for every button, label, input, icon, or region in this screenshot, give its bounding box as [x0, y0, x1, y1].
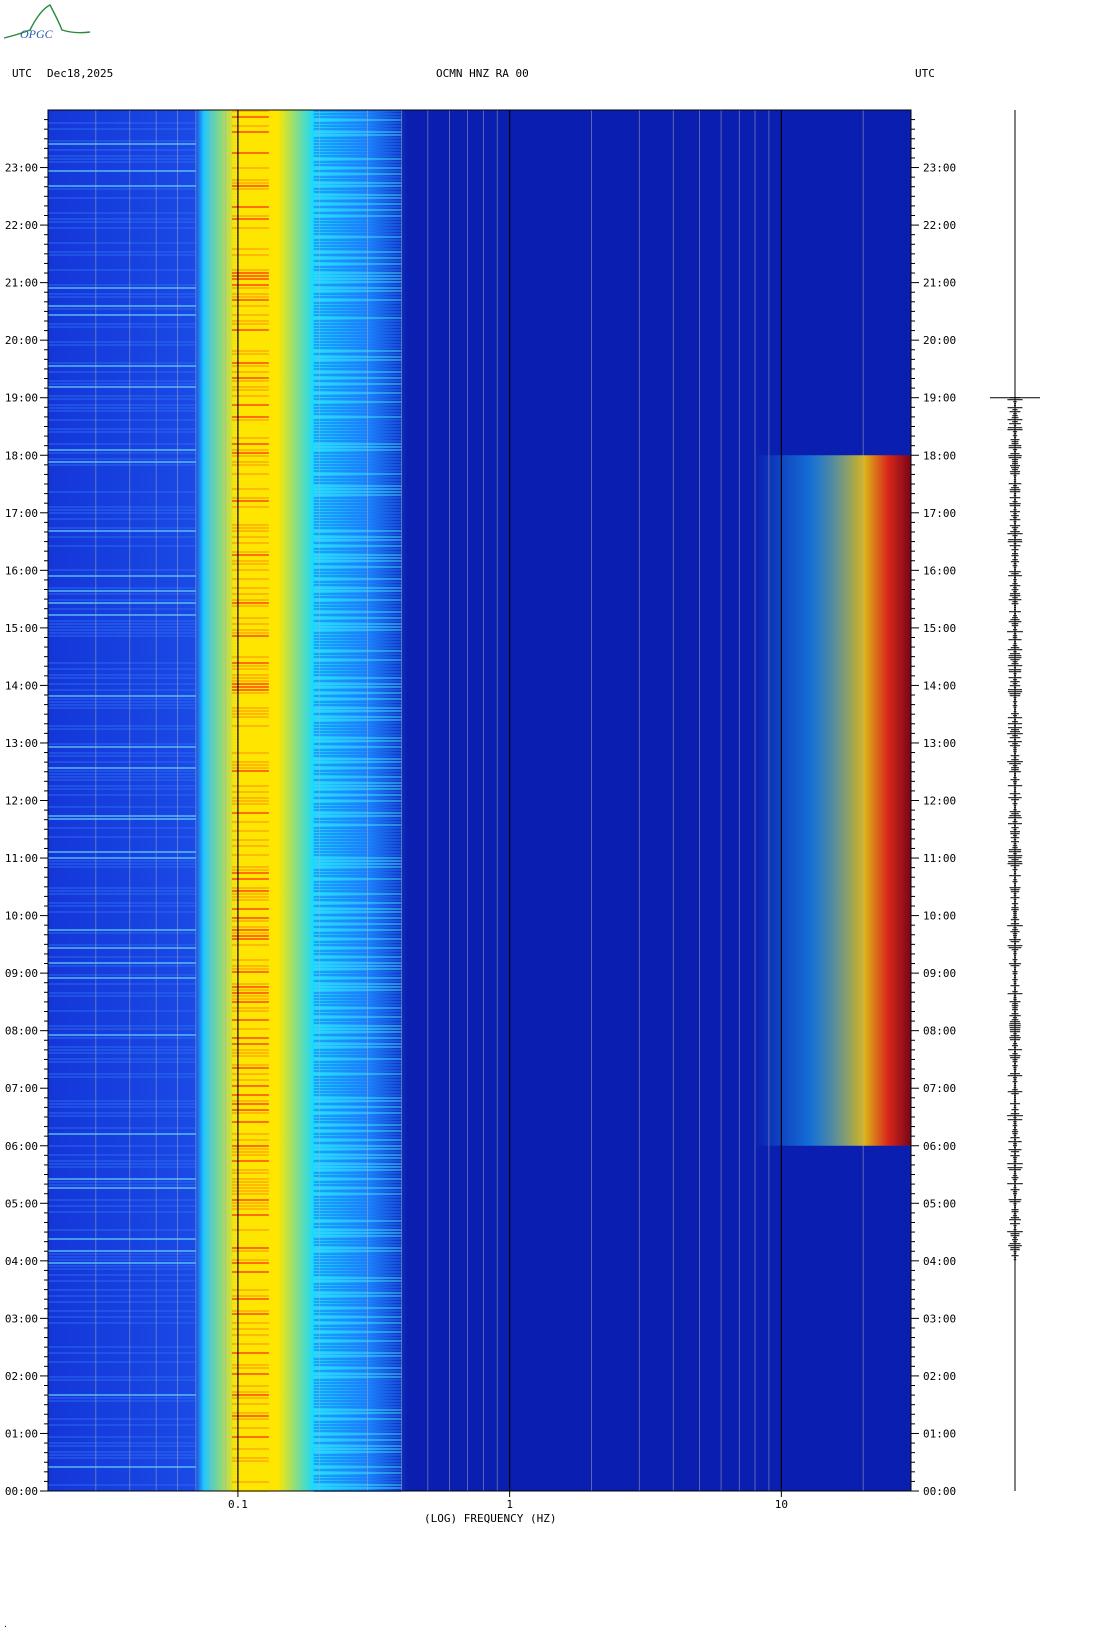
y-tick-label-left: 19:00	[5, 392, 38, 405]
x-tick-label: 10	[775, 1498, 788, 1511]
y-tick-label-right: 05:00	[923, 1197, 956, 1210]
y-tick-label-left: 08:00	[5, 1025, 38, 1038]
frequency-gridlines	[95, 110, 864, 1491]
y-tick-label-left: 10:00	[5, 910, 38, 923]
y-tick-label-right: 03:00	[923, 1312, 956, 1325]
y-tick-label-left: 16:00	[5, 564, 38, 577]
y-tick-label-right: 04:00	[923, 1255, 956, 1268]
spectrogram-texture	[48, 110, 402, 1492]
y-tick-label-left: 07:00	[5, 1082, 38, 1095]
y-tick-label-right: 15:00	[923, 622, 956, 635]
y-tick-label-left: 15:00	[5, 622, 38, 635]
y-tick-label-right: 10:00	[923, 910, 956, 923]
y-tick-label-right: 07:00	[923, 1082, 956, 1095]
y-tick-label-left: 04:00	[5, 1255, 38, 1268]
y-tick-label-right: 06:00	[923, 1140, 956, 1153]
y-tick-label-left: 00:00	[5, 1485, 38, 1498]
y-tick-label-left: 06:00	[5, 1140, 38, 1153]
y-tick-label-left: 13:00	[5, 737, 38, 750]
y-tick-label-right: 20:00	[923, 334, 956, 347]
y-tick-label-right: 16:00	[923, 564, 956, 577]
y-tick-label-left: 14:00	[5, 679, 38, 692]
y-tick-label-right: 11:00	[923, 852, 956, 865]
station-title: OCMN HNZ RA 00	[436, 67, 529, 80]
y-tick-label-left: 03:00	[5, 1312, 38, 1325]
x-tick-label: 0.1	[228, 1498, 248, 1511]
y-tick-label-right: 19:00	[923, 392, 956, 405]
y-tick-label-left: 20:00	[5, 334, 38, 347]
y-tick-label-left: 17:00	[5, 507, 38, 520]
y-tick-label-right: 18:00	[923, 449, 956, 462]
x-axis-label: (LOG) FREQUENCY (HZ)	[424, 1512, 557, 1525]
y-tick-label-right: 14:00	[923, 679, 956, 692]
date-label: Dec18,2025	[47, 67, 114, 80]
y-tick-label-left: 18:00	[5, 449, 38, 462]
logo-text: OPGC	[20, 27, 54, 41]
y-tick-label-right: 23:00	[923, 162, 956, 175]
y-tick-label-left: 02:00	[5, 1370, 38, 1383]
y-tick-label-right: 02:00	[923, 1370, 956, 1383]
y-tick-label-left: 09:00	[5, 967, 38, 980]
y-tick-label-right: 09:00	[923, 967, 956, 980]
y-tick-label-left: 05:00	[5, 1197, 38, 1210]
y-tick-label-right: 12:00	[923, 795, 956, 808]
high-frequency-activity	[755, 455, 911, 1146]
y-tick-label-right: 08:00	[923, 1025, 956, 1038]
y-tick-label-left: 01:00	[5, 1427, 38, 1440]
y-tick-label-right: 22:00	[923, 219, 956, 232]
y-tick-label-left: 21:00	[5, 277, 38, 290]
y-tick-label-right: 01:00	[923, 1427, 956, 1440]
footer-mark: .	[3, 1620, 8, 1629]
y-tick-label-left: 12:00	[5, 795, 38, 808]
y-tick-label-right: 17:00	[923, 507, 956, 520]
y-tick-label-right: 00:00	[923, 1485, 956, 1498]
y-tick-label-left: 22:00	[5, 219, 38, 232]
utc-right-label: UTC	[915, 67, 935, 80]
y-tick-label-right: 13:00	[923, 737, 956, 750]
y-tick-label-right: 21:00	[923, 277, 956, 290]
y-tick-label-left: 11:00	[5, 852, 38, 865]
x-tick-label: 1	[506, 1498, 513, 1511]
opgc-logo: OPGC	[3, 4, 91, 41]
utc-left-label: UTC	[12, 67, 32, 80]
seismogram-trace	[990, 110, 1040, 1491]
y-tick-label-left: 23:00	[5, 162, 38, 175]
